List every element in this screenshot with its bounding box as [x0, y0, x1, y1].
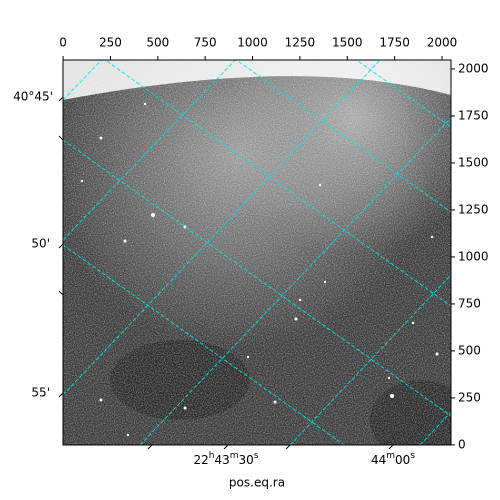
y-tick-label: 250 [458, 390, 481, 404]
x-tick-label: 250 [99, 36, 122, 50]
y-tick-label: 1250 [458, 202, 489, 216]
axes-frame [62, 59, 452, 446]
x-tick-label: 2000 [427, 36, 458, 50]
x-tick-label: 1000 [237, 36, 268, 50]
y-tick-label: 1000 [458, 249, 489, 263]
dec-tick-label: 50' [31, 237, 50, 251]
y-tick-label: 750 [458, 296, 481, 310]
x-axis-label: pos.eq.ra [229, 476, 285, 490]
y-tick-label: 1500 [458, 155, 489, 169]
stars [80, 102, 439, 437]
wcs-ticks [58, 96, 394, 450]
x-tick-label: 750 [194, 36, 217, 50]
x-tick-label: 1750 [379, 36, 410, 50]
y-tick-label: 500 [458, 343, 481, 357]
ra-tick-label: 44m00s [371, 451, 415, 467]
x-tick-label: 1250 [285, 36, 316, 50]
coordinate-grid [63, 60, 451, 445]
dec-tick-label: 55' [31, 386, 50, 400]
dec-tick-label: 40°45' [13, 90, 53, 104]
y-tick-label: 2000 [458, 61, 489, 75]
x-tick-label: 1500 [332, 36, 363, 50]
y-tick-label: 1750 [458, 108, 489, 122]
x-tick-label: 0 [59, 36, 67, 50]
y-tick-label: 0 [458, 437, 466, 451]
sky-image [63, 60, 451, 445]
ra-tick-label: 22h43m30s [193, 451, 258, 467]
x-tick-label: 500 [146, 36, 169, 50]
